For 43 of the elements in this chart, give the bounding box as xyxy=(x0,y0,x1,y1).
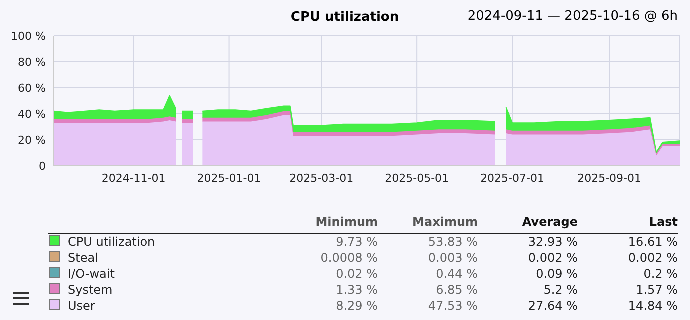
x-tick-label: 2025-07-01 xyxy=(480,172,545,185)
y-tick-label: 40 % xyxy=(18,108,46,121)
text: 53.83 % xyxy=(427,234,478,250)
text: 47.53 % xyxy=(427,298,478,314)
text: 0.002 % xyxy=(527,250,578,266)
text: Maximum xyxy=(412,215,478,231)
text: Last xyxy=(648,215,678,231)
y-tick-label: 0 xyxy=(39,160,46,173)
y-tick-label: 80 % xyxy=(18,56,46,69)
text: Average xyxy=(521,215,578,231)
legend-label: CPU utilization xyxy=(67,234,156,250)
text: 0.44 % xyxy=(435,266,478,282)
text: Minimum xyxy=(314,215,378,231)
legend-label: Steal xyxy=(67,250,100,266)
text: 1.33 % xyxy=(335,282,378,298)
chart-subtitle: 2024-09-11 — 2025-10-16 @ 6h xyxy=(468,9,678,24)
text: 14.84 % xyxy=(627,298,678,314)
x-tick-label: 2025-05-01 xyxy=(385,172,450,185)
text: 32.93 % xyxy=(527,234,578,250)
text: 9.73 % xyxy=(335,234,378,250)
x-tick-label: 2024-11-01 xyxy=(102,172,166,185)
text: 16.61 % xyxy=(627,234,678,250)
text: 1.57 % xyxy=(635,282,678,298)
x-tick-label: 2025-01-01 xyxy=(197,172,262,185)
chart-title: CPU utilization xyxy=(290,10,400,25)
legend-label: I/O-wait xyxy=(67,266,116,282)
y-tick-label: 20 % xyxy=(18,134,46,147)
y-tick-label: 60 % xyxy=(18,82,46,95)
text: 0.02 % xyxy=(335,266,378,282)
text: 0.002 % xyxy=(627,250,678,266)
text: 0.003 % xyxy=(427,250,478,266)
text: 8.29 % xyxy=(335,298,378,314)
x-tick-label: 2025-03-01 xyxy=(290,172,354,185)
text: 5.2 % xyxy=(542,282,578,298)
x-tick-label: 2025-09-01 xyxy=(578,172,642,185)
text: 0.0008 % xyxy=(320,250,378,266)
y-tick-label: 100 % xyxy=(11,30,46,43)
text: 0.09 % xyxy=(535,266,578,282)
text: 0.2 % xyxy=(642,266,678,282)
text: 27.64 % xyxy=(527,298,578,314)
legend-label: System xyxy=(67,282,114,298)
text: 6.85 % xyxy=(435,282,478,298)
legend-label: User xyxy=(67,298,96,314)
